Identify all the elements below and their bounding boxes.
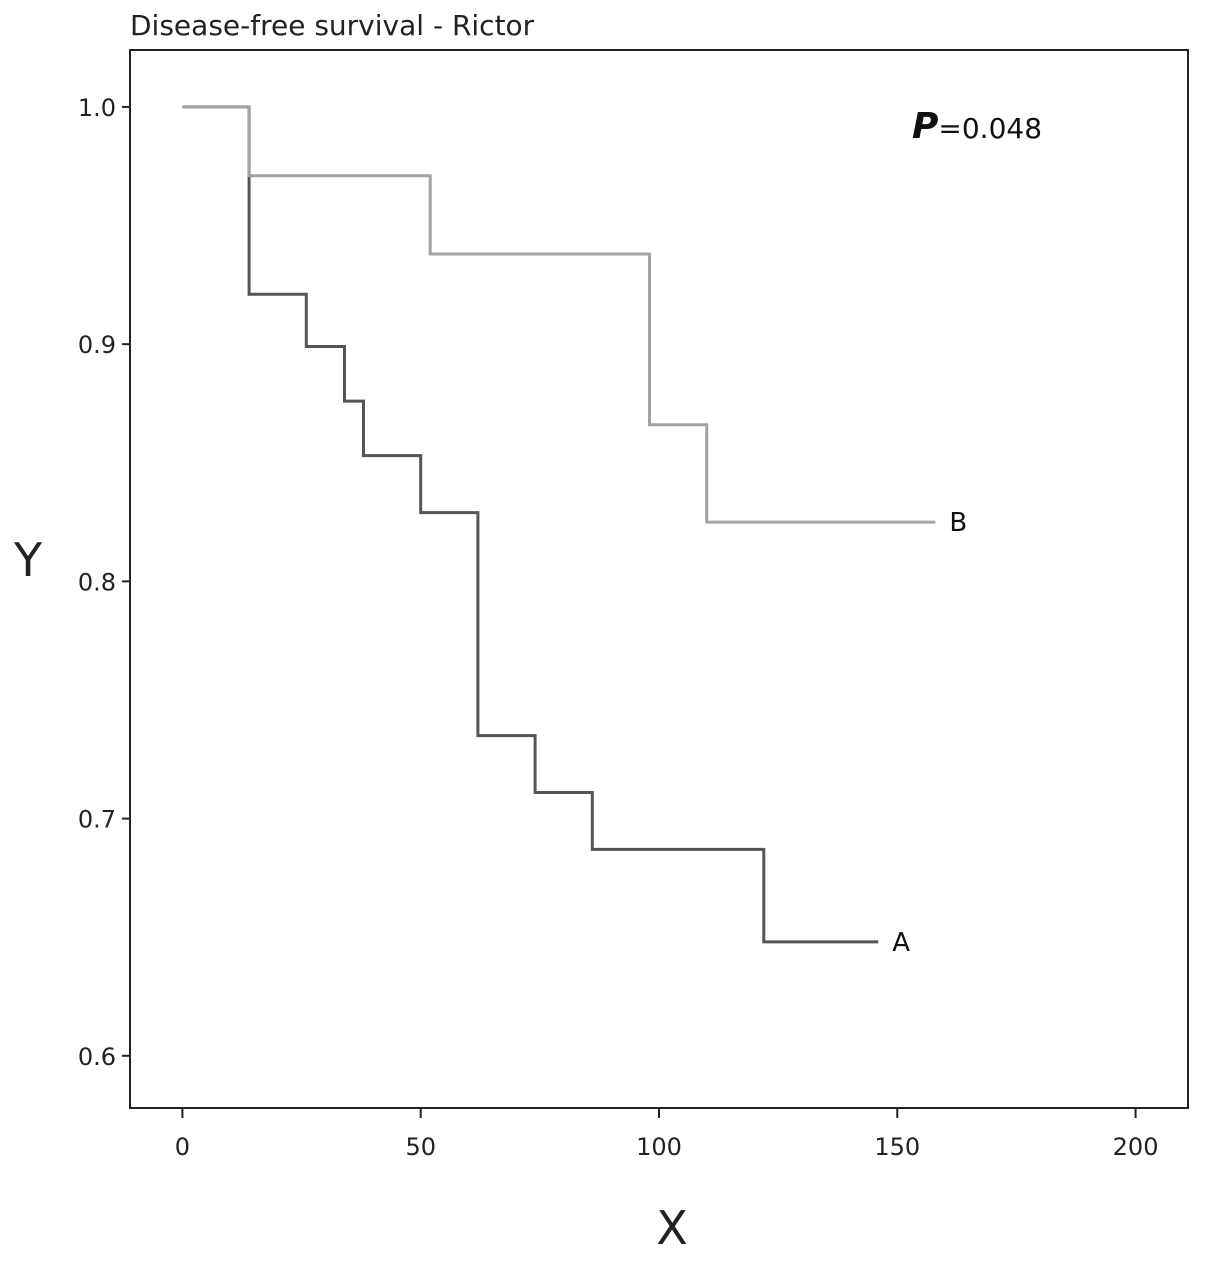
x-tick-label: 50 — [405, 1133, 436, 1161]
chart-title: Disease-free survival - Rictor — [130, 9, 535, 42]
x-axis: 0 50 100 150 200 — [175, 1108, 1159, 1161]
y-tick-label: 0.6 — [78, 1043, 116, 1071]
x-tick-label: 150 — [874, 1133, 920, 1161]
plot-frame — [129, 49, 1189, 1109]
p-value-number: =0.048 — [938, 112, 1042, 145]
y-tick-label: 0.7 — [78, 806, 116, 834]
x-tick-label: 100 — [636, 1133, 682, 1161]
series-label-b: B — [949, 508, 967, 538]
y-tick-label: 1.0 — [78, 94, 116, 122]
y-tick-label: 0.8 — [78, 568, 116, 596]
series-layer — [182, 105, 936, 944]
y-axis: 0.6 0.7 0.8 0.9 1.0 — [78, 94, 130, 1071]
series-labels: AB — [892, 508, 967, 958]
p-value-symbol: P — [912, 106, 938, 147]
x-tick-label: 200 — [1113, 1133, 1159, 1161]
y-tick-label: 0.9 — [78, 331, 116, 359]
p-value-annotation: P=0.048 — [912, 106, 1042, 147]
y-axis-label: Y — [13, 533, 43, 587]
series-line-b — [182, 105, 936, 524]
series-line-a — [182, 105, 879, 944]
x-tick-label: 0 — [175, 1133, 190, 1161]
x-axis-label: X — [656, 1201, 688, 1255]
series-label-a: A — [892, 928, 910, 958]
